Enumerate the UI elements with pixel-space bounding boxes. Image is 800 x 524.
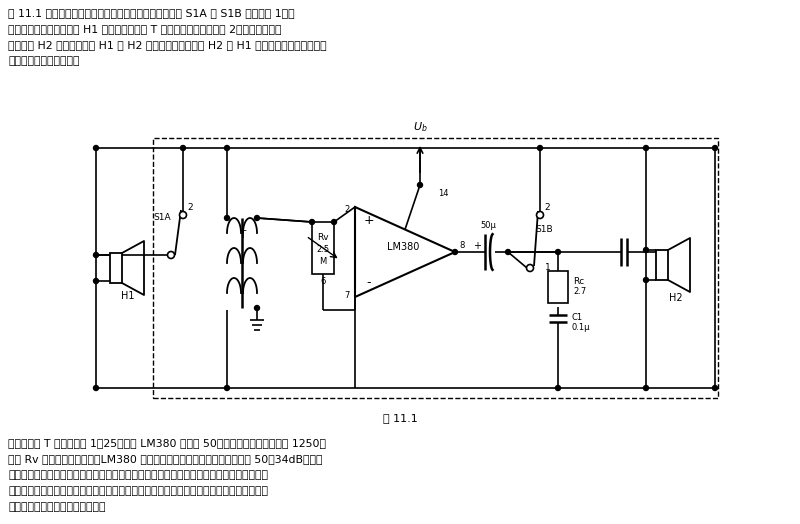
Circle shape bbox=[538, 146, 542, 150]
Circle shape bbox=[418, 182, 422, 188]
Circle shape bbox=[181, 146, 186, 150]
Circle shape bbox=[225, 386, 230, 390]
Text: 2: 2 bbox=[187, 202, 193, 212]
Text: +: + bbox=[473, 241, 481, 251]
Text: 50μ: 50μ bbox=[480, 221, 496, 230]
Circle shape bbox=[453, 249, 458, 255]
Circle shape bbox=[537, 212, 543, 219]
Text: -: - bbox=[366, 277, 371, 289]
Text: 说，可使外部所接元件数量最少。: 说，可使外部所接元件数量最少。 bbox=[8, 502, 106, 512]
Circle shape bbox=[94, 146, 98, 150]
Text: 图 11.1: 图 11.1 bbox=[382, 413, 418, 423]
Text: 离扬声器 H2 充当话筒。当 H1 或 H2 充当话筒时，另一方 H2 或 H1 则充当扬声器。因此，二: 离扬声器 H2 充当话筒。当 H1 或 H2 充当话筒时，另一方 H2 或 H1… bbox=[8, 40, 326, 50]
Circle shape bbox=[94, 386, 98, 390]
Circle shape bbox=[643, 278, 649, 282]
Circle shape bbox=[526, 265, 534, 271]
Circle shape bbox=[643, 386, 649, 390]
Bar bbox=[548, 271, 568, 303]
Circle shape bbox=[254, 305, 259, 311]
Bar bbox=[312, 222, 334, 274]
Circle shape bbox=[254, 215, 259, 221]
Text: H2: H2 bbox=[669, 293, 683, 303]
Text: 2: 2 bbox=[345, 204, 350, 213]
Circle shape bbox=[643, 247, 649, 253]
Circle shape bbox=[310, 220, 314, 224]
Text: +: + bbox=[364, 214, 374, 227]
Text: S1B: S1B bbox=[535, 225, 553, 235]
Text: 8: 8 bbox=[459, 242, 464, 250]
Bar bbox=[110, 253, 122, 283]
Text: 2: 2 bbox=[544, 202, 550, 212]
Text: Rc: Rc bbox=[573, 277, 584, 286]
Text: C1: C1 bbox=[571, 313, 582, 322]
Text: 2.5: 2.5 bbox=[317, 246, 330, 255]
Bar bbox=[656, 250, 668, 280]
Circle shape bbox=[225, 215, 230, 221]
Text: M: M bbox=[319, 257, 326, 266]
Circle shape bbox=[94, 278, 98, 283]
Text: 7: 7 bbox=[345, 290, 350, 300]
Circle shape bbox=[179, 212, 186, 219]
Text: 6: 6 bbox=[320, 277, 326, 286]
Text: LM380: LM380 bbox=[387, 242, 419, 252]
Text: 14: 14 bbox=[438, 189, 449, 198]
Text: 2.7: 2.7 bbox=[573, 288, 586, 297]
Text: 1: 1 bbox=[545, 264, 550, 272]
Text: 0.1μ: 0.1μ bbox=[571, 323, 590, 333]
Text: T: T bbox=[239, 230, 245, 240]
Text: 升压变压器 T 的匝数比为 1：25，配合 LM380 的增益 50，可使整个回路的增益达 1250。: 升压变压器 T 的匝数比为 1：25，配合 LM380 的增益 50，可使整个回… bbox=[8, 438, 326, 448]
Text: 话）时，主控台的扬声器 H1 通过升压变压器 T 充当话筒；当置于位置 2（收听）时远距: 话）时，主控台的扬声器 H1 通过升压变压器 T 充当话筒；当置于位置 2（收听… bbox=[8, 24, 282, 34]
Circle shape bbox=[506, 249, 510, 255]
Bar bbox=[153, 138, 718, 398]
Circle shape bbox=[555, 249, 561, 255]
Circle shape bbox=[94, 253, 98, 257]
Circle shape bbox=[713, 386, 718, 390]
Circle shape bbox=[167, 252, 174, 258]
Circle shape bbox=[225, 146, 230, 150]
Text: 部增益，而且输出可以自动地以电源电压的一半为中心，输入级可根据需要采用直接耦合或: 部增益，而且输出可以自动地以电源电压的一半为中心，输入级可根据需要采用直接耦合或 bbox=[8, 470, 268, 480]
Text: H1: H1 bbox=[122, 291, 134, 301]
Text: S1A: S1A bbox=[153, 213, 170, 222]
Text: 图 11.1 示出外加元件最少的电话对讲电路。当联动开关 S1A 和 S1B 置于位置 1（讲: 图 11.1 示出外加元件最少的电话对讲电路。当联动开关 S1A 和 S1B 置… bbox=[8, 8, 294, 18]
Circle shape bbox=[643, 146, 649, 150]
Text: 者可以通过该线路对讲。: 者可以通过该线路对讲。 bbox=[8, 56, 79, 66]
Circle shape bbox=[331, 220, 337, 224]
Circle shape bbox=[555, 386, 561, 390]
Text: Rv: Rv bbox=[317, 234, 329, 243]
Text: 电阻 Rv 提供共模音量控制。LM380 是一种声频功率放大集成放大器，具有 50（34dB）的内: 电阻 Rv 提供共模音量控制。LM380 是一种声频功率放大集成放大器，具有 5… bbox=[8, 454, 322, 464]
Text: $U_b$: $U_b$ bbox=[413, 120, 427, 134]
Text: 交流耦合。输出级具有短路电流限制和热断路电路保护。它的这些内部性能对于声频应用来: 交流耦合。输出级具有短路电流限制和热断路电路保护。它的这些内部性能对于声频应用来 bbox=[8, 486, 268, 496]
Circle shape bbox=[713, 146, 718, 150]
